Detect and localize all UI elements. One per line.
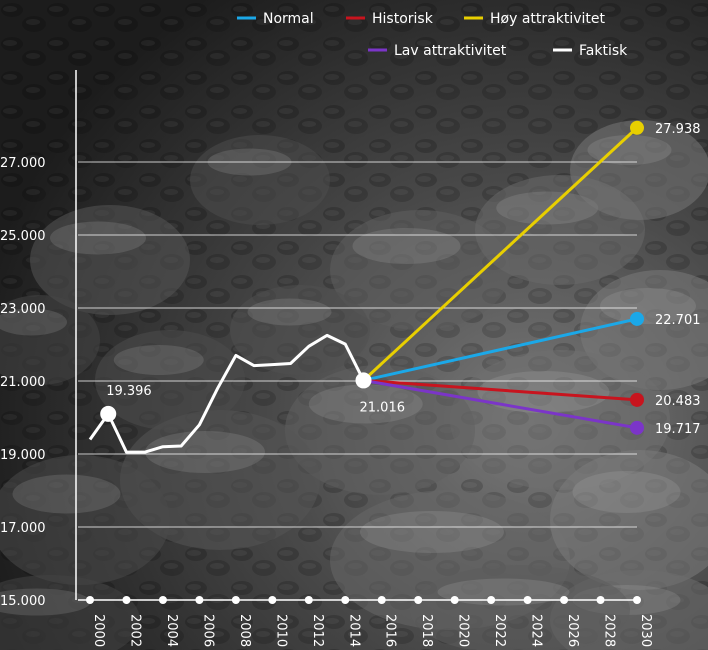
stone-highlight — [360, 511, 504, 553]
x-tick-dot — [158, 596, 167, 604]
x-tick-dot — [450, 596, 459, 604]
stone-highlight — [113, 345, 204, 375]
stone-highlight — [587, 135, 672, 165]
stone-highlight — [600, 288, 696, 324]
stone-shape — [190, 135, 330, 225]
series-line — [363, 378, 638, 430]
series-layer: 27.938 22.701 20.483 19.717 19.396 21.016 — [88, 120, 701, 454]
x-tick-dot — [523, 596, 532, 604]
x-tick-dot — [122, 596, 131, 604]
series-end-point — [630, 120, 644, 135]
y-tick-label: 27.000 — [0, 156, 46, 171]
x-tick-label: 2014 — [346, 614, 361, 647]
series-end-point — [630, 420, 644, 435]
legend-item: Høy attraktivitet — [464, 11, 605, 27]
x-tick-label: 2028 — [602, 614, 617, 647]
x-tick-label: 2016 — [383, 614, 398, 647]
x-tick-label: 2030 — [638, 614, 653, 647]
series-end-label: 27.938 — [655, 122, 701, 137]
x-tick-dot — [414, 596, 423, 604]
y-tick-label: 15.000 — [0, 594, 46, 609]
x-tick-label: 2010 — [273, 614, 288, 647]
y-tick-label: 23.000 — [0, 302, 46, 317]
series-end-label: 20.483 — [655, 394, 701, 409]
series-end-point — [630, 392, 644, 407]
legend-label: Normal — [263, 11, 314, 27]
series-line-faktisk — [88, 333, 365, 454]
stone-highlight — [437, 578, 570, 606]
stone-shape — [95, 330, 245, 430]
x-tick-label: 2006 — [200, 614, 215, 647]
x-tick-label: 2000 — [91, 614, 106, 647]
x-tick-label: 2024 — [529, 614, 544, 647]
x-tick-label: 2020 — [456, 614, 471, 647]
stone-shape — [0, 575, 140, 650]
stone-highlight — [0, 588, 91, 616]
y-tick-label: 21.000 — [0, 375, 46, 390]
x-tick-dot — [596, 596, 605, 604]
stone-highlight — [145, 431, 265, 473]
x-tick-dot — [86, 596, 94, 604]
stone-shape — [570, 120, 708, 220]
gridlines — [78, 161, 637, 528]
x-tick-dot — [377, 596, 386, 604]
x-tick-dot — [560, 596, 569, 604]
legend-label: Historisk — [372, 11, 434, 27]
faktisk-marker — [100, 405, 117, 422]
x-tick-label: 2026 — [565, 614, 580, 647]
x-tick-dot — [633, 596, 641, 604]
series-end-label: 22.701 — [655, 313, 701, 328]
x-tick-dot — [195, 596, 204, 604]
x-tick-dot — [341, 596, 350, 604]
legend-item: Faktisk — [553, 43, 628, 59]
stone-shape — [0, 295, 100, 385]
stone-highlight — [352, 228, 461, 264]
stone-shape — [410, 565, 630, 650]
series-end-label: 19.717 — [655, 422, 701, 437]
stone-highlight — [496, 191, 599, 225]
stone-shape — [285, 365, 475, 495]
stone-shape — [330, 210, 510, 330]
x-tick-dot — [487, 596, 496, 604]
stone-shape — [30, 205, 190, 315]
x-tick-dot — [231, 596, 240, 604]
legend-label: Faktisk — [579, 43, 628, 59]
legend-item: Normal — [237, 11, 314, 27]
x-tick-label: 2022 — [492, 614, 507, 647]
stone-highlight — [247, 298, 332, 326]
series-line — [362, 126, 639, 382]
legend-label: Høy attraktivitet — [490, 11, 605, 27]
axes: 15.000 17.000 19.000 21.000 23.000 25.000 27.0… — [0, 70, 653, 647]
stone-highlight — [0, 308, 67, 336]
legend-label: Lav attraktivitet — [394, 43, 507, 59]
y-tick-label: 25.000 — [0, 229, 46, 244]
stone-highlight — [572, 471, 681, 513]
legend-item: Historisk — [346, 11, 434, 27]
x-tick-label: 2004 — [164, 614, 179, 647]
y-tick-label: 17.000 — [0, 521, 46, 536]
legend: Normal Historisk Høy attraktivitet Lav attr… — [237, 11, 628, 59]
x-tick-label: 2012 — [310, 614, 325, 647]
stone-shape — [230, 285, 370, 375]
stone-shape — [550, 450, 708, 590]
legend-item: Lav attraktivitet — [368, 43, 507, 59]
data-label: 19.396 — [106, 384, 152, 399]
x-tick-label: 2008 — [237, 614, 252, 647]
series-line — [363, 378, 638, 402]
x-tick-label: 2002 — [127, 614, 142, 647]
y-tick-label: 19.000 — [0, 448, 46, 463]
stone-highlight — [50, 221, 146, 255]
data-label: 21.016 — [360, 400, 406, 415]
x-tick-dot — [304, 596, 313, 604]
series-end-point — [630, 311, 644, 326]
stone-highlight — [308, 384, 423, 424]
x-tick-label: 2018 — [419, 614, 434, 647]
stone-shape — [0, 455, 170, 585]
stone-highlight — [12, 474, 121, 514]
faktisk-marker — [355, 372, 372, 389]
series-line — [363, 317, 638, 382]
x-tick-dot — [268, 596, 277, 604]
